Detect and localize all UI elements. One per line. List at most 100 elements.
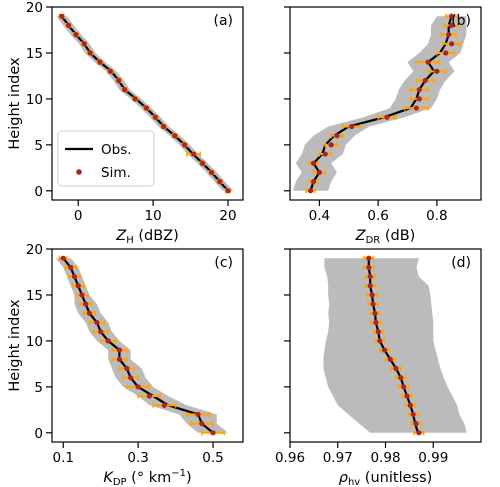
x-axis-label-subscript: H: [126, 235, 134, 246]
sim-point: [404, 393, 410, 399]
x-axis-label-symbol: Z: [355, 228, 367, 244]
x-tick-label: 0.96: [275, 450, 305, 466]
sim-point: [65, 22, 72, 28]
sim-point: [422, 77, 428, 84]
sim-point: [334, 133, 340, 139]
sim-point: [87, 50, 93, 56]
x-axis-label-subscript: DR: [366, 235, 381, 246]
legend: Obs. Sim.: [57, 130, 155, 187]
sim-point: [366, 264, 372, 270]
sim-point: [384, 114, 390, 120]
y-tick-label: 20: [26, 242, 43, 258]
sim-point: [349, 123, 355, 130]
sim-point: [97, 59, 103, 65]
x-tick-label: 0: [74, 208, 83, 224]
sim-point: [372, 310, 378, 316]
x-axis-label-d: ρhv (unitless): [339, 470, 433, 487]
uncertainty-band-b: [292, 16, 467, 191]
y-tick-label: 0: [34, 426, 43, 442]
panel-d: 0.96 0.97 0.98 0.99 (d) ρhv (unitless): [275, 248, 482, 487]
sim-point: [199, 160, 206, 166]
sim-point: [416, 96, 422, 102]
x-tick-label: 10: [145, 208, 162, 224]
x-tick-label: 0.4: [309, 208, 330, 224]
x-axis-label-symbol: ρ: [339, 470, 349, 486]
x-axis-label-close: ): [186, 470, 192, 486]
sim-point: [73, 31, 79, 38]
sim-point: [59, 13, 65, 19]
x-axis-label-symbol: K: [103, 470, 114, 486]
sim-point: [449, 13, 455, 19]
panel-label-b: (b): [451, 13, 471, 29]
legend-label-sim: Sim.: [101, 165, 131, 181]
x-axis-label-a: ZH (dBZ): [115, 228, 178, 246]
axes-frame-c: [51, 248, 244, 443]
sim-point: [446, 31, 452, 38]
sim-point: [425, 59, 431, 65]
y-tick-label: 20: [26, 0, 43, 16]
sim-point: [316, 169, 322, 176]
uncertainty-band-c: [55, 258, 229, 433]
sim-point: [94, 319, 100, 326]
x-tick-label: 0.99: [418, 450, 448, 466]
sim-point: [307, 188, 314, 194]
sim-point: [217, 179, 223, 185]
x-tick-label: 0.98: [370, 450, 400, 466]
sim-point: [370, 301, 376, 307]
sim-point: [132, 96, 138, 102]
sim-point: [398, 375, 404, 381]
sim-point: [195, 411, 201, 418]
sim-point: [367, 283, 373, 289]
sim-point: [413, 421, 419, 427]
sim-point: [75, 283, 81, 289]
y-tick-label: 5: [34, 138, 43, 154]
y-tick-label: 10: [26, 92, 43, 108]
sim-point: [107, 68, 114, 74]
sim-point: [135, 384, 141, 390]
sim-point: [407, 402, 413, 408]
sim-point: [393, 365, 399, 372]
x-tick-label: 0.5: [202, 450, 223, 466]
sim-point: [373, 319, 379, 326]
x-axis-label-c: KDP (° km−1): [103, 468, 191, 487]
sim-point: [208, 169, 215, 176]
sim-point: [105, 338, 111, 344]
y-tick-label: 15: [26, 46, 43, 62]
x-axis-label-superscript: −1: [171, 468, 186, 479]
sim-point: [161, 402, 167, 408]
sim-point: [71, 273, 78, 280]
x-axis-label-subscript: DP: [113, 477, 127, 487]
panel-c: 0.1 0.3 0.5 0 5 10 15 20 (c) KDP (° km−1) Height i…: [7, 242, 244, 487]
sim-point: [443, 50, 449, 56]
sim-point: [366, 255, 372, 261]
sim-point: [98, 329, 104, 335]
sim-point: [328, 142, 334, 148]
sim-point: [86, 310, 93, 316]
sim-point: [310, 160, 317, 166]
x-tick-label: 20: [219, 208, 236, 224]
sim-point: [161, 123, 167, 130]
sim-point: [122, 87, 128, 93]
sim-point: [181, 142, 188, 148]
y-tick-label: 15: [26, 288, 43, 304]
y-axis-label-a: Height index: [7, 57, 23, 150]
y-tick-label: 5: [34, 380, 43, 396]
sim-point: [128, 375, 134, 381]
sim-point: [416, 430, 422, 436]
sim-point: [387, 356, 393, 362]
sim-point: [143, 105, 149, 111]
sim-point: [369, 292, 375, 298]
x-axis-label-unit: (dBZ): [134, 228, 179, 244]
axes-frame-b: [289, 6, 482, 201]
sim-point: [225, 188, 231, 194]
sim-point: [449, 41, 455, 47]
panel-b: 0.4 0.6 0.8 (b) ZDR (dB): [284, 6, 482, 246]
x-axis-label-unit: (° km: [127, 470, 172, 486]
sim-point: [116, 77, 122, 84]
sim-point: [381, 347, 388, 353]
y-axis-label-c: Height index: [7, 299, 23, 392]
panel-a: 0 10 20 0 5 10 15 20 (a) ZH (dBZ) Height index Obs.…: [7, 0, 244, 246]
uncertainty-band-d: [323, 258, 467, 433]
sim-point: [377, 338, 383, 344]
sim-point: [449, 22, 455, 28]
